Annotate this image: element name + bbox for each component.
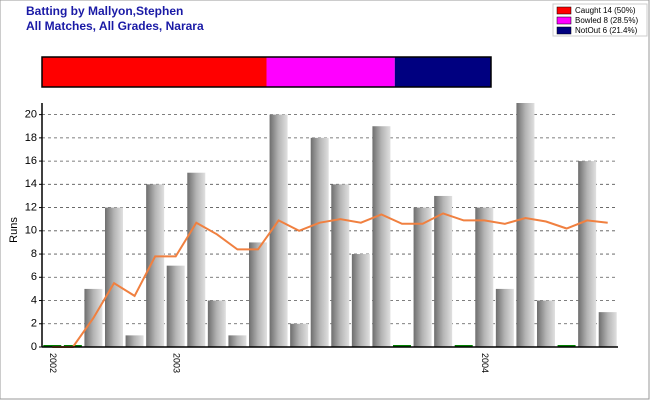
bar <box>516 103 535 347</box>
chart-title: Batting by Mallyon,Stephen <box>26 4 183 18</box>
legend-label: NotOut 6 (21.4%) <box>575 26 638 35</box>
dismissal-segment <box>394 57 491 87</box>
dismissal-segment <box>266 57 395 87</box>
legend-swatch <box>556 26 572 35</box>
bar <box>43 345 62 347</box>
bar <box>598 312 617 347</box>
y-tick-label: 16 <box>25 155 37 167</box>
bar <box>290 323 309 347</box>
bar <box>578 161 597 347</box>
bar <box>166 265 185 347</box>
dismissal-frame <box>41 56 492 88</box>
bar <box>495 288 514 347</box>
bar <box>434 195 453 347</box>
bar <box>125 335 144 347</box>
bar <box>105 207 123 347</box>
x-tick-label: 2004 <box>480 353 490 373</box>
x-tick-label: 2003 <box>171 353 181 373</box>
legend-label: Bowled 8 (28.5%) <box>575 16 638 25</box>
bar <box>351 254 370 347</box>
legend-swatch <box>556 16 572 25</box>
legend-label: Caught 14 (50%) <box>575 6 636 15</box>
x-tick-label: 2002 <box>48 353 58 373</box>
y-tick-label: 4 <box>31 294 37 306</box>
bar <box>331 184 350 347</box>
y-tick-label: 6 <box>31 271 37 283</box>
bar <box>269 114 288 347</box>
y-axis-label: Runs <box>8 217 20 243</box>
y-tick-label: 0 <box>31 341 37 353</box>
y-tick-label: 8 <box>31 248 37 260</box>
bar <box>393 345 411 347</box>
legend-swatch <box>556 6 572 15</box>
y-tick-label: 12 <box>25 201 37 213</box>
bar <box>537 300 555 347</box>
y-tick-label: 2 <box>31 318 37 330</box>
y-tick-label: 14 <box>25 178 37 190</box>
bar <box>228 335 247 347</box>
bar <box>187 172 206 347</box>
bar <box>207 300 226 347</box>
y-tick-label: 18 <box>25 132 37 144</box>
y-tick-label: 10 <box>25 225 37 237</box>
bar <box>475 207 494 347</box>
bar <box>146 184 165 347</box>
bar <box>454 345 473 347</box>
bar <box>372 126 391 347</box>
bar <box>557 345 576 347</box>
average-line <box>52 212 608 348</box>
chart-subtitle: All Matches, All Grades, Narara <box>26 19 204 33</box>
bar <box>310 137 329 347</box>
bar <box>413 207 432 347</box>
y-tick-label: 20 <box>25 109 37 121</box>
bar <box>249 242 267 347</box>
dismissal-segment <box>42 57 267 87</box>
